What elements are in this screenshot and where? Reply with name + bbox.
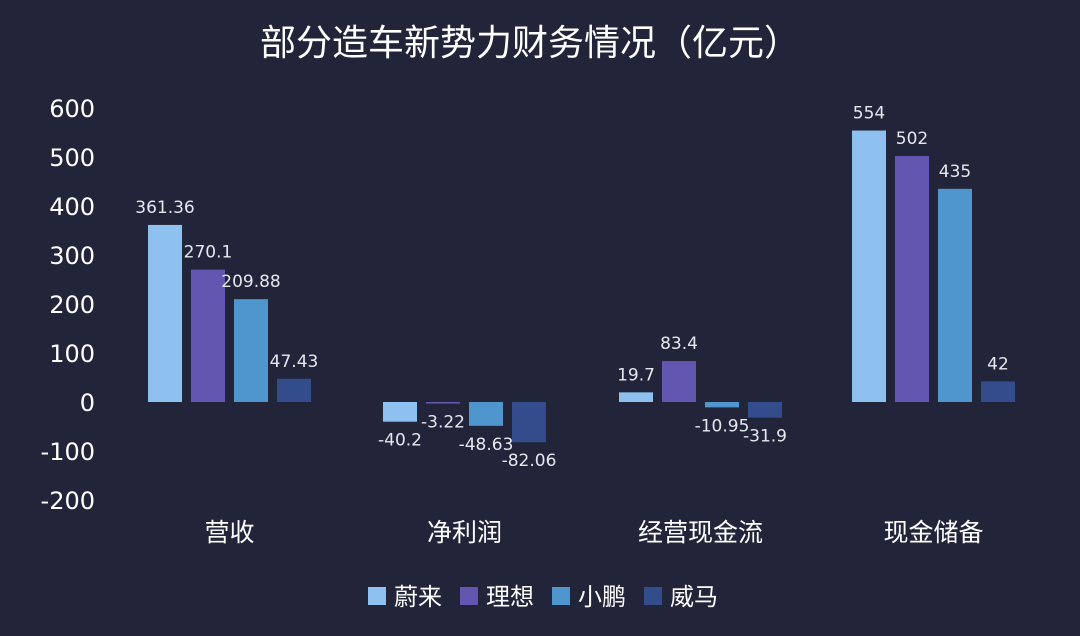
- y-tick-label: 500: [49, 144, 95, 172]
- bar: [469, 402, 503, 426]
- y-tick-label: 400: [49, 193, 95, 221]
- legend-swatch: [552, 587, 570, 605]
- legend-swatch: [368, 587, 386, 605]
- y-tick-label: 600: [49, 95, 95, 123]
- legend-label: 威马: [670, 583, 718, 611]
- data-label: 270.1: [184, 243, 233, 263]
- bar: [148, 224, 182, 402]
- data-label: 361.36: [135, 198, 194, 218]
- legend-swatch: [460, 587, 478, 605]
- x-category-label: 经营现金流: [638, 518, 763, 547]
- x-category-label: 营收: [204, 518, 254, 547]
- bar: [938, 188, 972, 402]
- x-category-label: 净利润: [427, 518, 502, 547]
- data-label: -48.63: [459, 435, 514, 455]
- data-label: -10.95: [695, 416, 750, 436]
- data-labels: 361.36 -40.2 19.7 554 270.1 -3.22 83.4 502 209.8…: [135, 104, 1009, 472]
- legend: 蔚来 理想 小鹏 威马: [368, 583, 718, 611]
- data-label: -40.2: [378, 431, 422, 451]
- x-category-label: 现金储备: [883, 518, 983, 547]
- bar: [277, 378, 311, 402]
- bar: [619, 392, 653, 402]
- bar: [981, 381, 1015, 402]
- legend-swatch: [644, 587, 662, 605]
- x-axis: 营收 净利润 经营现金流 现金储备: [204, 518, 983, 547]
- data-label: 47.43: [270, 352, 319, 372]
- bar: [191, 269, 225, 402]
- data-label: 83.4: [660, 334, 698, 354]
- legend-label: 蔚来: [394, 583, 442, 611]
- legend-label: 小鹏: [578, 583, 626, 611]
- bar: [662, 361, 696, 402]
- bar: [852, 130, 886, 403]
- data-label: 554: [853, 104, 885, 124]
- data-label: 19.7: [617, 365, 655, 385]
- legend-label: 理想: [486, 583, 534, 611]
- bar: [748, 402, 782, 418]
- bar: [234, 299, 268, 402]
- bars: [148, 130, 1015, 443]
- y-tick-label: 300: [49, 242, 95, 270]
- data-label: -82.06: [502, 451, 557, 471]
- bar: [512, 402, 546, 443]
- y-tick-label: -100: [41, 438, 95, 466]
- data-label: 42: [987, 354, 1009, 374]
- data-label: 502: [896, 129, 928, 149]
- bar: [895, 156, 929, 402]
- bar: [383, 402, 417, 422]
- y-tick-label: 0: [80, 389, 95, 417]
- bar: [705, 402, 739, 408]
- data-label: -31.9: [743, 427, 787, 447]
- bar: [426, 402, 460, 404]
- data-label: 435: [939, 162, 971, 182]
- y-tick-label: 200: [49, 291, 95, 319]
- chart-title: 部分造车新势力财务情况（亿元）: [260, 23, 800, 64]
- y-tick-label: 100: [49, 340, 95, 368]
- y-axis: 600 500 400 300 200 100 0 -100 -200: [41, 95, 95, 515]
- data-label: 209.88: [221, 272, 280, 292]
- y-tick-label: -200: [41, 487, 95, 515]
- data-label: -3.22: [421, 413, 465, 433]
